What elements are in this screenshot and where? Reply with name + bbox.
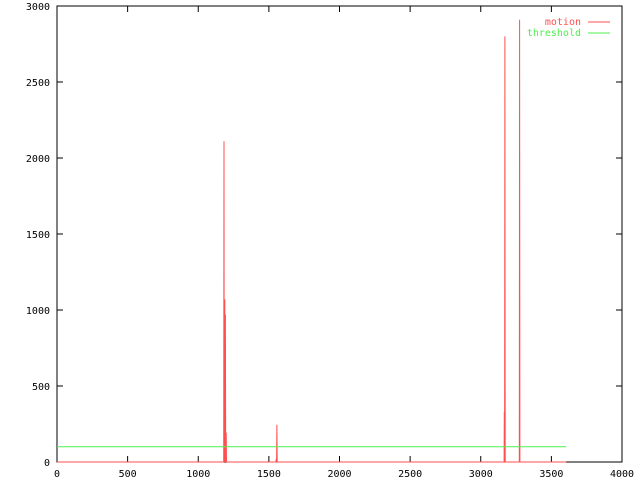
y-tick-label: 1500	[26, 230, 50, 241]
x-tick-label: 2500	[398, 469, 422, 480]
x-tick-label: 1500	[257, 469, 281, 480]
y-tick-label: 1000	[26, 306, 50, 317]
x-tick-label: 3000	[469, 469, 493, 480]
y-tick-label: 500	[32, 382, 50, 393]
x-tick-label: 3500	[539, 469, 563, 480]
x-tick-label: 1000	[186, 469, 210, 480]
y-tick-label: 2000	[26, 154, 50, 165]
y-tick-label: 0	[44, 458, 50, 469]
y-tick-label: 2500	[26, 78, 50, 89]
x-tick-label: 500	[119, 469, 137, 480]
x-tick-label: 2000	[327, 469, 351, 480]
legend-label-threshold: threshold	[527, 28, 581, 39]
plot-frame	[56, 5, 623, 463]
x-tick-label: 0	[54, 469, 60, 480]
x-tick-label: 4000	[610, 469, 634, 480]
legend-label-motion: motion	[545, 17, 581, 28]
series-motion	[57, 19, 567, 463]
y-tick-label: 3000	[26, 2, 50, 13]
